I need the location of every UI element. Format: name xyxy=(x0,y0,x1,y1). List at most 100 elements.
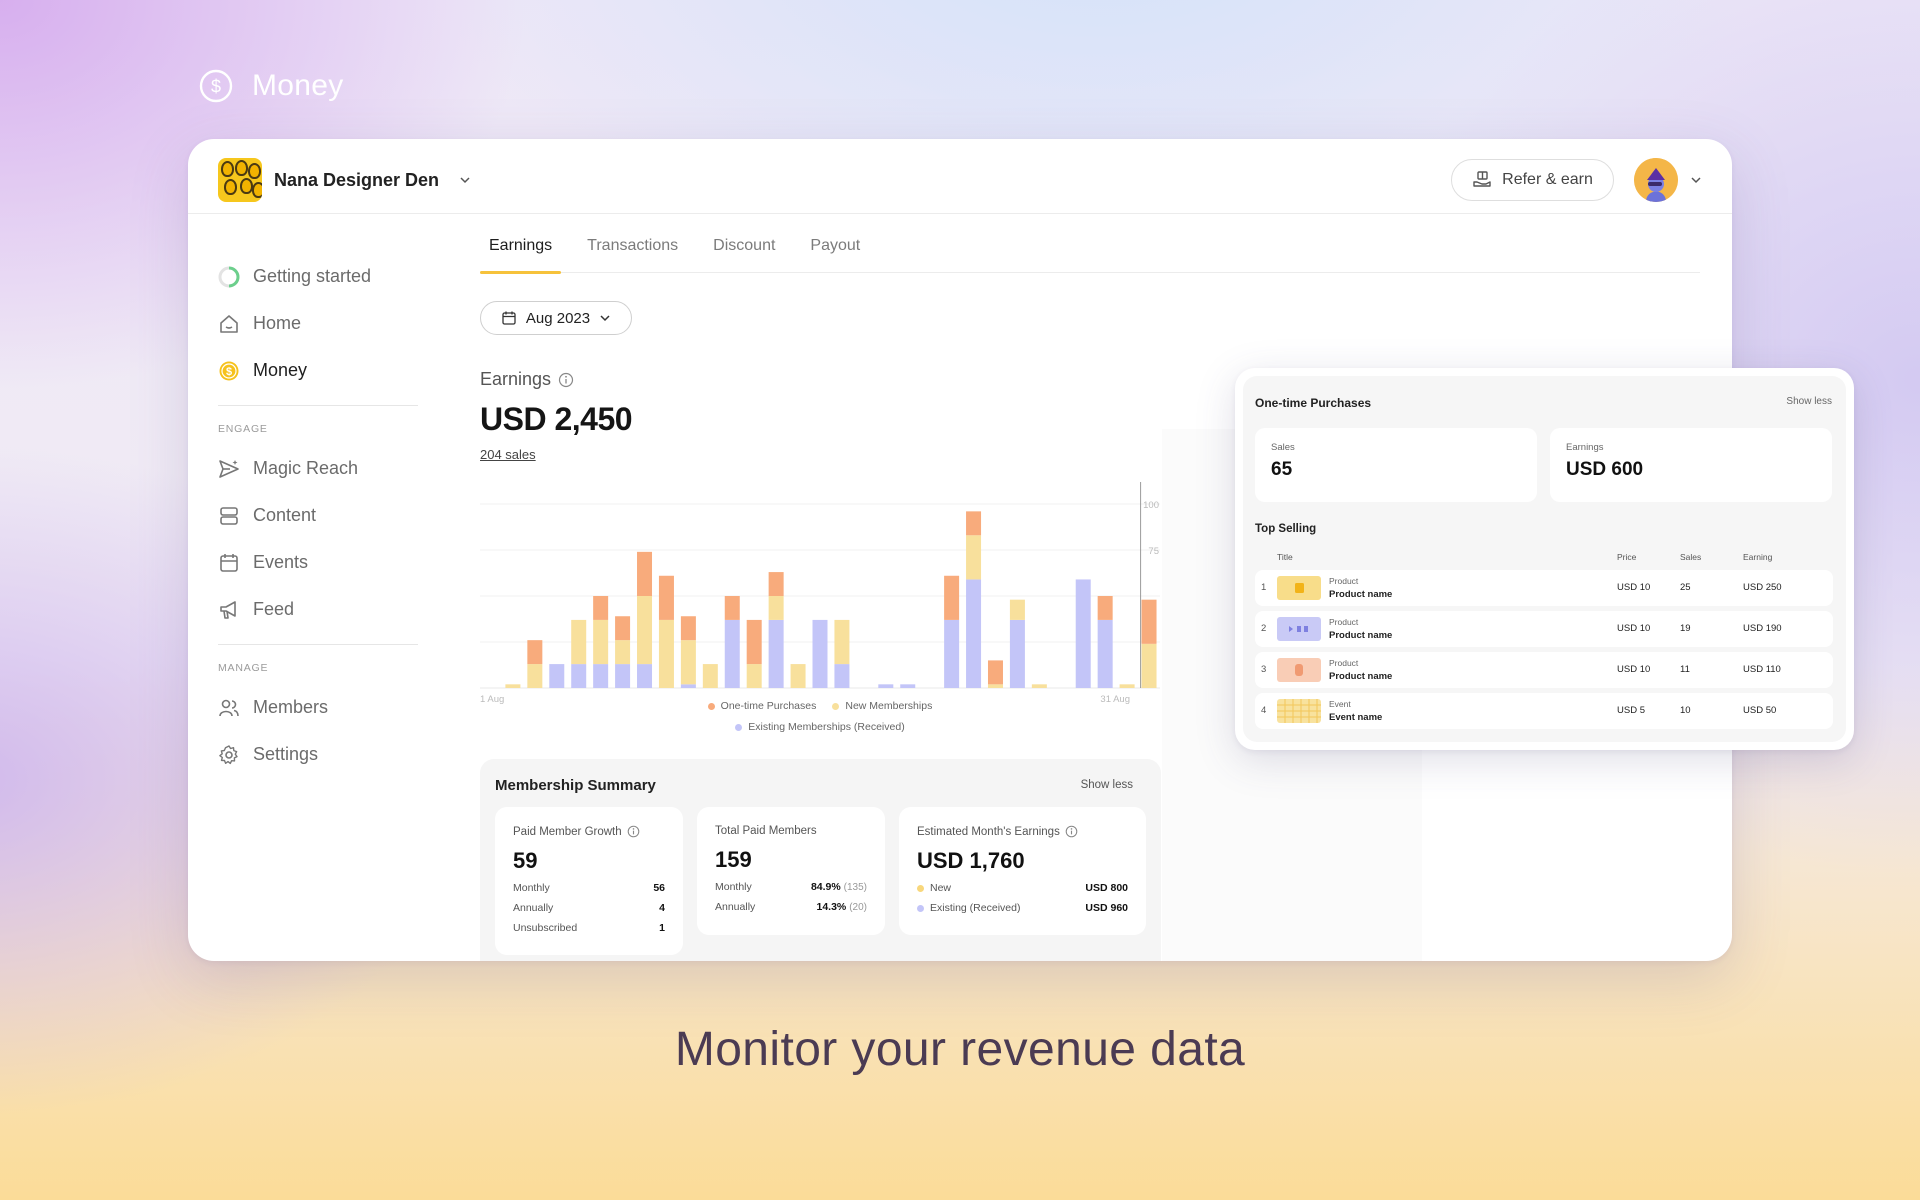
community-name: Nana Designer Den xyxy=(274,169,440,190)
card-label: Paid Member Growth xyxy=(513,825,622,838)
breakdown-row: Unsubscribed 1 xyxy=(513,922,665,934)
top-bar: Nana Designer Den Refer & earn xyxy=(188,139,1732,214)
chart-bar-segment xyxy=(1119,684,1135,688)
sidebar-item-label: Money xyxy=(253,360,308,380)
chart-bar-segment xyxy=(966,579,982,688)
tab-transactions[interactable]: Transactions xyxy=(587,237,679,254)
table-row[interactable]: 4 Event Event name USD 5 10 USD 50 xyxy=(1255,693,1833,729)
column-header-sales: Sales xyxy=(1680,552,1702,562)
chart-bar-segment xyxy=(615,664,631,688)
chart-bar-segment xyxy=(1141,599,1157,644)
members-icon xyxy=(219,699,239,716)
table-row[interactable]: 3 Product Product name USD 10 11 USD 110 xyxy=(1255,652,1833,688)
chart-bar-segment xyxy=(987,684,1003,688)
chart-bar-segment xyxy=(812,619,828,688)
card-value: 59 xyxy=(513,848,538,873)
chart-bar-segment xyxy=(549,664,565,688)
chart-bar-segment xyxy=(593,596,609,620)
chart-bar-segment xyxy=(944,619,960,688)
calendar-icon xyxy=(220,553,238,572)
avatar xyxy=(1634,158,1678,202)
tab-discount[interactable]: Discount xyxy=(713,237,776,254)
sidebar-item-content[interactable]: Content xyxy=(218,492,418,539)
chart-bar-segment xyxy=(505,684,521,688)
chart-bar-segment xyxy=(944,575,960,620)
refer-earn-button[interactable]: Refer & earn xyxy=(1451,159,1614,201)
chart-bar-segment xyxy=(658,619,674,688)
breakdown-row: New USD 800 xyxy=(917,882,1128,894)
chart-bar-segment xyxy=(987,660,1003,685)
breakdown-row: Monthly 84.9% (135) xyxy=(715,881,867,893)
breakdown-row: Monthly 56 xyxy=(513,882,665,894)
top-selling-title: Top Selling xyxy=(1255,523,1317,535)
sidebar-item-magic-reach[interactable]: Magic Reach xyxy=(218,445,418,492)
sidebar-item-money[interactable]: $ Money xyxy=(218,347,418,394)
column-header-earning: Earning xyxy=(1743,552,1773,562)
svg-text:$: $ xyxy=(211,77,221,97)
product-thumbnail xyxy=(1277,617,1321,641)
gift-hand-icon xyxy=(1473,171,1491,187)
chart-bar-segment xyxy=(702,664,718,688)
chevron-down-icon xyxy=(1691,177,1701,184)
chart-bar-segment xyxy=(637,664,653,688)
table-row[interactable]: 2 Product Product name USD 10 19 USD 190 xyxy=(1255,611,1833,647)
sales-count-link[interactable]: 204 sales xyxy=(480,447,536,462)
chart-bar-segment xyxy=(1097,596,1113,620)
info-icon[interactable] xyxy=(558,372,574,388)
chart-bar-segment xyxy=(746,664,762,688)
chart-bar-segment xyxy=(790,664,806,688)
chart-bar-segment xyxy=(1031,684,1047,688)
sidebar-item-settings[interactable]: Settings xyxy=(218,731,418,778)
date-filter-button[interactable]: Aug 2023 xyxy=(480,301,632,335)
breakdown-row: Annually 14.3% (20) xyxy=(715,901,867,913)
user-menu[interactable] xyxy=(1634,158,1702,202)
chart-bar-segment xyxy=(593,619,609,665)
chart-bar-segment xyxy=(724,596,740,620)
chart-bar-segment xyxy=(1097,619,1113,688)
divider xyxy=(218,644,418,645)
chart-bar-segment xyxy=(527,640,543,665)
chart-bar-segment xyxy=(658,575,674,620)
chart-bar-segment xyxy=(746,619,762,665)
chart-bar-segment xyxy=(637,551,653,596)
sidebar-item-events[interactable]: Events xyxy=(218,539,418,586)
info-icon[interactable] xyxy=(627,825,640,838)
chart-bar-segment xyxy=(966,535,982,580)
chart-bar-segment xyxy=(571,664,587,688)
legend-item-existing-memberships: Existing Memberships (Received) xyxy=(735,721,905,733)
legend-item-one-time: One-time Purchases xyxy=(707,700,816,712)
tab-earnings[interactable]: Earnings xyxy=(480,235,562,274)
stat-label: Sales xyxy=(1271,442,1295,453)
stat-label: Earnings xyxy=(1566,442,1604,453)
chevron-down-icon xyxy=(600,315,610,322)
product-thumbnail xyxy=(1277,658,1321,682)
table-row[interactable]: 1 Product Product name USD 10 25 USD 250 xyxy=(1255,570,1833,606)
earnings-chart: 100 75 1 Aug 31 Aug xyxy=(480,479,1160,719)
show-less-button[interactable]: Show less xyxy=(1080,779,1133,791)
card-label: Estimated Month's Earnings xyxy=(917,825,1060,838)
chart-bar-segment xyxy=(1141,643,1157,688)
community-switcher[interactable]: Nana Designer Den xyxy=(218,158,471,202)
section-label-engage: ENGAGE xyxy=(218,423,268,435)
progress-ring-icon xyxy=(218,266,240,287)
chart-bar-segment xyxy=(1009,599,1025,620)
y-tick-label: 100 xyxy=(1143,500,1159,511)
earnings-label: Earnings xyxy=(480,369,552,389)
membership-summary-title: Membership Summary xyxy=(495,777,656,794)
community-logo xyxy=(218,158,262,202)
calendar-icon xyxy=(502,311,516,325)
y-tick-label: 75 xyxy=(1148,546,1159,557)
sidebar-item-home[interactable]: Home xyxy=(218,300,418,347)
tab-payout[interactable]: Payout xyxy=(810,237,861,254)
info-icon[interactable] xyxy=(1065,825,1078,838)
marketing-tagline: Monitor your revenue data xyxy=(674,1023,1246,1076)
chart-bar-segment xyxy=(768,572,784,596)
sidebar-item-members[interactable]: Members xyxy=(218,684,418,731)
event-thumbnail xyxy=(1277,699,1321,723)
sidebar-item-getting-started[interactable]: Getting started xyxy=(218,253,418,300)
chart-bar-segment xyxy=(1075,579,1091,688)
total-paid-members-card: Total Paid Members 159 Monthly 84.9% (135… xyxy=(697,807,885,935)
dollar-coin-icon: $ xyxy=(199,69,233,103)
sidebar-item-feed[interactable]: Feed xyxy=(218,586,418,633)
show-less-button[interactable]: Show less xyxy=(1786,396,1832,407)
